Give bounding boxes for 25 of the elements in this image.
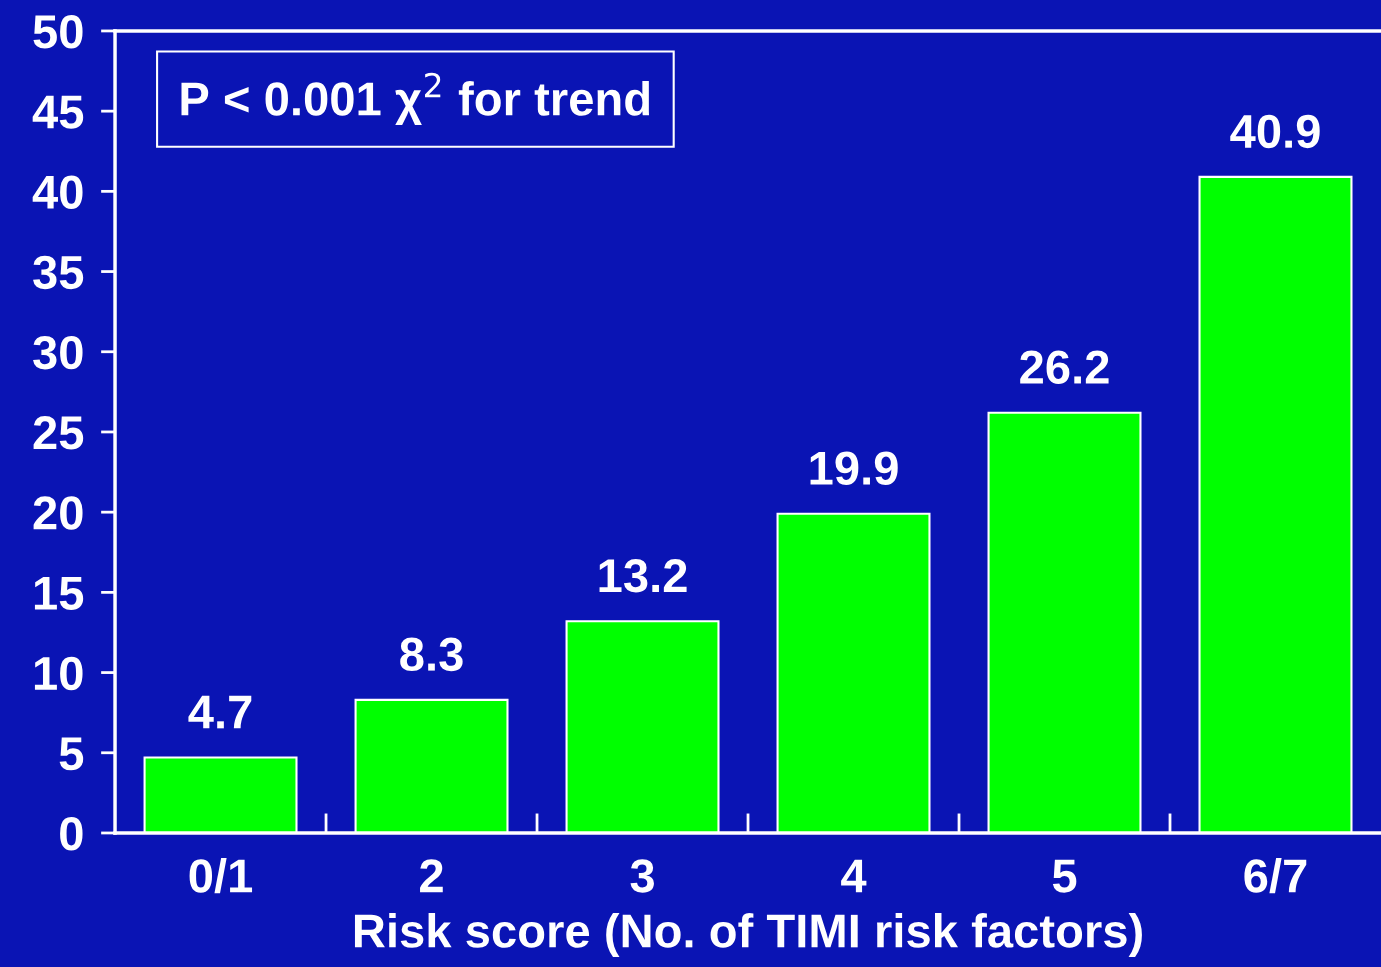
y-tick-label: 20	[33, 496, 83, 530]
data-label: 40.9	[1230, 114, 1320, 149]
y-tick-label: 0	[60, 817, 83, 851]
y-tick-label: 40	[32, 175, 83, 209]
y-tick-label: 25	[33, 416, 84, 450]
y-tick-label: 45	[32, 95, 84, 129]
data-label: 8.3	[400, 637, 463, 672]
y-tick-label: 15	[34, 576, 84, 610]
data-label: 4.7	[188, 695, 252, 729]
y-tick-label: 30	[33, 335, 83, 370]
y-tick-label: 35	[33, 255, 84, 290]
x-axis-title: Risk score (No. of TIMI risk factors)	[354, 913, 1142, 958]
x-tick-label: 0/1	[189, 857, 253, 894]
annotation: P < 0.001 χ$^{2}$ for trend	[181, 72, 650, 126]
x-tick-label: 3	[630, 859, 654, 893]
x-tick-label: 6/7	[1244, 857, 1307, 894]
x-tick-label: 4	[841, 859, 867, 893]
y-tick-label: 10	[34, 656, 83, 691]
x-tick-label: 5	[1052, 859, 1077, 893]
data-label: 13.2	[599, 559, 687, 593]
x-tick-label: 2	[420, 859, 443, 893]
y-tick-label: 5	[59, 737, 84, 771]
data-label: 26.2	[1020, 350, 1109, 384]
data-label: 19.9	[810, 451, 898, 485]
y-tick-label: 50	[33, 15, 83, 49]
